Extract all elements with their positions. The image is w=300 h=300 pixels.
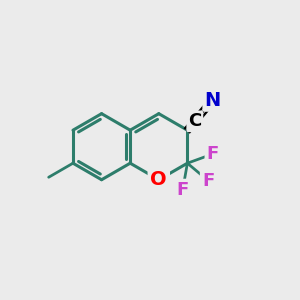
Text: C: C [188,112,201,130]
Text: F: F [202,172,214,190]
Text: F: F [177,181,189,199]
Text: O: O [151,170,167,189]
Text: N: N [204,91,220,110]
Text: F: F [207,145,219,163]
